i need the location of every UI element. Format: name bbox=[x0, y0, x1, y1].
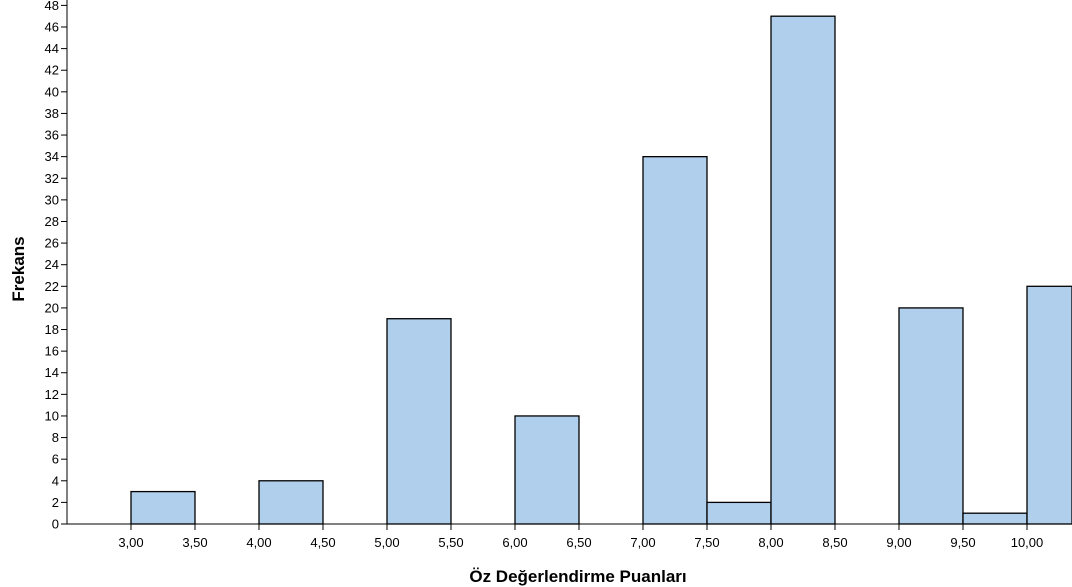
histogram-bar bbox=[1026, 285, 1072, 525]
histogram-bar bbox=[514, 415, 580, 525]
y-tick-label: 2 bbox=[52, 495, 59, 510]
x-tick-label: 7,00 bbox=[630, 535, 655, 550]
y-tick-label: 46 bbox=[45, 20, 59, 35]
y-tick-label: 8 bbox=[52, 430, 59, 445]
x-tick-label: 3,50 bbox=[182, 535, 207, 550]
y-tick-label: 44 bbox=[45, 41, 59, 56]
y-tick-label: 26 bbox=[45, 236, 59, 251]
histogram-bar bbox=[386, 318, 452, 525]
y-tick-label: 14 bbox=[45, 365, 59, 380]
y-tick-label: 28 bbox=[45, 214, 59, 229]
y-tick-label: 18 bbox=[45, 322, 59, 337]
x-axis-title: Öz Değerlendirme Puanları bbox=[469, 567, 686, 586]
y-tick-label: 40 bbox=[45, 84, 59, 99]
y-tick-label: 12 bbox=[45, 387, 59, 402]
y-tick-label: 36 bbox=[45, 128, 59, 143]
x-tick-label: 5,50 bbox=[438, 535, 463, 550]
y-tick-label: 48 bbox=[45, 0, 59, 13]
histogram-bar bbox=[258, 480, 324, 525]
y-tick-label: 24 bbox=[45, 257, 59, 272]
x-tick-label: 6,00 bbox=[502, 535, 527, 550]
x-tick-label: 4,50 bbox=[310, 535, 335, 550]
histogram-bar bbox=[962, 512, 1028, 525]
x-axis: 3,00 3,50 4,00 4,50 5,00 5,50 6,00 6,50 7,00 7,50… bbox=[67, 523, 1072, 550]
x-tick-label: 3,00 bbox=[118, 535, 143, 550]
y-tick-label: 32 bbox=[45, 171, 59, 186]
y-tick-label: 6 bbox=[52, 452, 59, 467]
y-axis-title: Frekans bbox=[9, 236, 28, 301]
y-tick-label: 42 bbox=[45, 63, 59, 78]
histogram-bar bbox=[642, 156, 708, 525]
y-tick-label: 4 bbox=[52, 473, 59, 488]
y-tick-label: 20 bbox=[45, 300, 59, 315]
x-tick-label: 8,50 bbox=[822, 535, 847, 550]
y-tick-label: 16 bbox=[45, 344, 59, 359]
y-axis: 0246810121416182022242628303234363840424… bbox=[45, 0, 68, 532]
histogram-bar bbox=[706, 501, 772, 525]
x-tick-label: 10,00 bbox=[1011, 535, 1044, 550]
bars-group bbox=[130, 15, 1072, 525]
y-tick-label: 0 bbox=[52, 517, 59, 532]
y-tick-label: 38 bbox=[45, 106, 59, 121]
x-tick-label: 6,50 bbox=[566, 535, 591, 550]
x-tick-label: 9,50 bbox=[950, 535, 975, 550]
y-tick-label: 22 bbox=[45, 279, 59, 294]
x-tick-label: 7,50 bbox=[694, 535, 719, 550]
y-tick-label: 10 bbox=[45, 408, 59, 423]
x-tick-label: 9,00 bbox=[886, 535, 911, 550]
y-tick-label: 34 bbox=[45, 149, 59, 164]
histogram-bar bbox=[898, 307, 964, 525]
histogram-bar bbox=[130, 490, 196, 525]
y-tick-label: 30 bbox=[45, 192, 59, 207]
x-tick-label: 5,00 bbox=[374, 535, 399, 550]
x-tick-label: 4,00 bbox=[246, 535, 271, 550]
x-tick-label: 8,00 bbox=[758, 535, 783, 550]
histogram-bar bbox=[770, 15, 836, 525]
